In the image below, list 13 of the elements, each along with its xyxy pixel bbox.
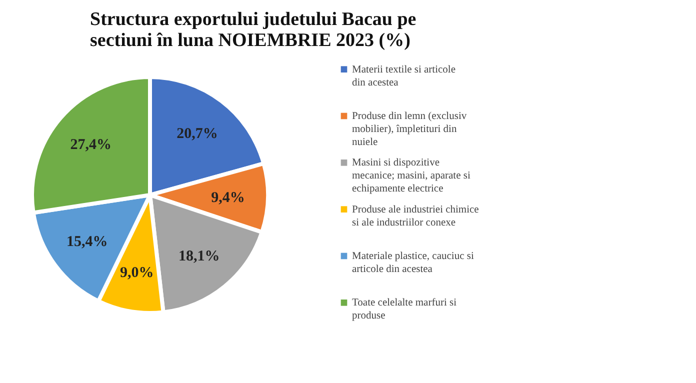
data-label: 9,4% [211, 190, 245, 206]
data-label: 15,4% [66, 234, 108, 250]
legend-label: Toate celelalte marfuri si produse [352, 298, 457, 322]
legend-label: Materiale plastice, cauciuc si articole din acestea [352, 251, 474, 275]
chart-title: Structura exportului judetului Bacau pe sectiuni în luna NOIEMBRIE 2023 (%) [90, 9, 416, 51]
legend-label: Masini si dispozitive mecanice; masini, aparate si echipamente electrice [352, 158, 470, 195]
legend-label: Produse din lemn (exclusiv mobilier), împletituri din nuiele [352, 111, 468, 148]
data-label: 18,1% [178, 248, 220, 265]
legend-label: Materii textile si articole din acestea [352, 64, 456, 88]
data-label: 9,0% [120, 264, 154, 281]
data-label: 20,7% [176, 126, 218, 142]
data-label: 27,4% [70, 137, 112, 154]
legend-label: Produse ale industriei chimice si ale industriilor conexe [352, 204, 480, 228]
